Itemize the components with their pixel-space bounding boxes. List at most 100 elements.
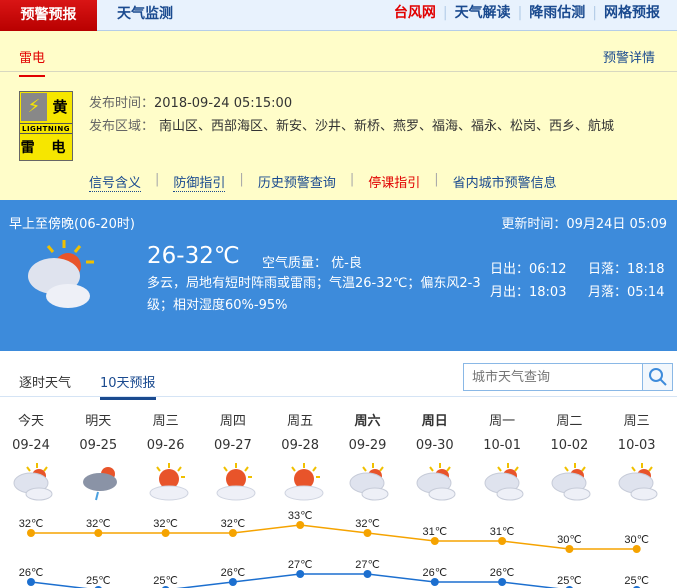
day-label: 今天 [17, 414, 44, 429]
low-temp-label: 26℃ [221, 567, 246, 579]
class-suspension-link[interactable]: 停课指引 [368, 176, 421, 191]
day-label: 周五 [287, 414, 314, 429]
weather-description: 多云，局地有短时阵雨或雷雨；气温26-32℃；偏东风2-3级；相对湿度60%-9… [147, 276, 481, 313]
signal-meaning-link[interactable]: 信号含义 [89, 172, 142, 192]
badge-cn: 雷 电 [20, 140, 72, 156]
divider: | [592, 5, 597, 21]
history-query-link[interactable]: 历史预警查询 [257, 176, 336, 191]
high-temp-label: 33℃ [288, 510, 313, 522]
cloudy-icon [347, 462, 391, 506]
day-label: 周三 [152, 414, 179, 429]
high-temp-line [31, 524, 637, 550]
date-label: 09-24 [12, 438, 50, 453]
high-temp-point [161, 529, 170, 537]
high-temp-label: 30℃ [624, 534, 649, 546]
top-nav: 预警预报 天气监测 台风网 | 天气解读 | 降雨估测 | 网格预报 [0, 0, 677, 31]
date-label: 09-26 [146, 438, 185, 453]
issue-time-label: 发布时间： [89, 96, 155, 111]
high-temp-point [296, 521, 305, 529]
low-temp-point [430, 578, 439, 586]
high-temp-label: 32℃ [86, 518, 111, 530]
lightning-warning-badge: ⚡ 黄 LIGHTNING 雷 电 [19, 91, 73, 161]
nav-warning-forecast[interactable]: 预警预报 [0, 0, 97, 31]
issue-area: 南山区、西部海区、新安、沙井、新桥、燕罗、福海、福永、松岗、西乡、航城 [159, 119, 615, 134]
date-label: 10-01 [483, 438, 521, 453]
date-label: 09-30 [415, 438, 454, 453]
sunny-cloud-icon [212, 462, 256, 506]
day-label: 明天 [85, 414, 112, 429]
update-time: 更新时间：09月24日 05:09 [501, 217, 667, 232]
air-quality: 空气质量： 优-良 [262, 256, 362, 271]
high-temp-point [430, 537, 439, 545]
low-temp-label: 25℃ [624, 575, 649, 587]
low-temp-label: 27℃ [288, 559, 313, 571]
nav-rain-estimate[interactable]: 降雨估测 [529, 5, 586, 21]
defense-guide-link[interactable]: 防御指引 [173, 172, 226, 192]
moonset: 月落：05:14 [588, 285, 665, 300]
low-temp-label: 27℃ [355, 559, 380, 571]
high-temp-point [498, 537, 507, 545]
day-label: 周四 [219, 414, 246, 429]
forecast-tabs: 逐时天气 10天预报 [0, 351, 677, 400]
low-temp-point [296, 570, 305, 578]
high-temp-point [94, 529, 103, 537]
date-label: 09-25 [79, 438, 118, 453]
issue-time: 2018-09-24 05:15:00 [154, 96, 293, 111]
date-label: 10-03 [617, 438, 656, 453]
day-label: 周二 [556, 414, 583, 429]
high-temp-point [565, 545, 574, 553]
date-label: 09-28 [281, 438, 320, 453]
high-temp-label: 32℃ [355, 518, 380, 530]
nav-weather-interpret[interactable]: 天气解读 [454, 5, 511, 21]
low-temp-line [30, 573, 559, 588]
badge-en: LIGHTNING [20, 123, 72, 134]
search-icon [648, 368, 667, 386]
tab-hourly[interactable]: 逐时天气 [19, 376, 72, 391]
high-temp-label: 30℃ [557, 534, 582, 546]
divider: | [442, 5, 448, 21]
partly-cloudy-icon [28, 240, 94, 308]
forecast-period: 早上至傍晚(06-20时) [9, 217, 135, 232]
province-warning-link[interactable]: 省内城市预警信息 [452, 176, 557, 191]
high-temp-label: 31℃ [490, 526, 515, 538]
cloudy-icon [482, 462, 526, 506]
sunny-cloud-icon [145, 462, 189, 506]
search-button[interactable] [642, 364, 672, 390]
high-temp-point [27, 529, 35, 537]
date-label: 09-29 [348, 438, 387, 453]
high-temp-point [632, 545, 641, 553]
low-temp-label: 26℃ [19, 567, 44, 579]
thunder-rain-icon [78, 462, 122, 506]
high-temp-label: 32℃ [153, 518, 178, 530]
date-label: 09-27 [214, 438, 252, 453]
low-temp-point [27, 578, 35, 586]
nav-weather-monitor[interactable]: 天气监测 [117, 6, 173, 22]
nav-typhoon[interactable]: 台风网 [393, 5, 436, 21]
cloudy-icon [616, 462, 660, 506]
nav-grid-forecast[interactable]: 网格预报 [604, 5, 660, 21]
low-temp-label: 25℃ [557, 575, 582, 587]
warning-detail-link[interactable]: 预警详情 [602, 51, 655, 66]
issue-area-label: 发布区域： [89, 119, 155, 134]
low-temp-label: 25℃ [153, 575, 178, 587]
moonrise: 月出：18:03 [490, 285, 567, 300]
current-weather-panel: 早上至傍晚(06-20时) 更新时间：09月24日 05:09 26-32℃ 空… [0, 200, 677, 351]
cloudy-icon [11, 462, 55, 506]
badge-level: 黄 [52, 98, 68, 116]
cloudy-icon [549, 462, 593, 506]
lightning-icon: ⚡ [21, 93, 47, 121]
cloudy-icon [414, 462, 458, 506]
low-temp-label: 26℃ [423, 567, 448, 579]
low-temp-label: 26℃ [490, 567, 515, 579]
tab-10day[interactable]: 10天预报 [100, 372, 156, 400]
city-search [463, 363, 673, 391]
low-temp-point [363, 570, 372, 578]
high-temp-label: 32℃ [221, 518, 246, 530]
tab-lightning[interactable]: 雷电 [19, 47, 46, 77]
day-label: 周六 [354, 414, 381, 429]
day-label: 周三 [623, 414, 650, 429]
divider: | [517, 5, 523, 21]
low-temp-label: 25℃ [86, 575, 111, 587]
day-label: 周一 [489, 414, 516, 429]
city-search-input[interactable] [464, 364, 642, 390]
